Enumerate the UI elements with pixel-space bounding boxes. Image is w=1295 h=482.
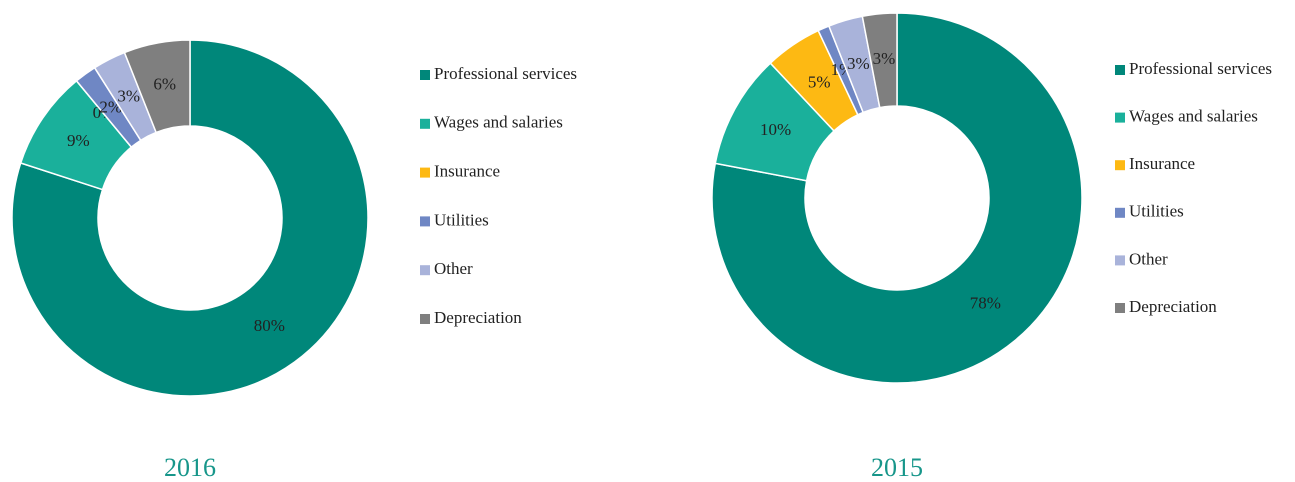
- legend-swatch: [1115, 65, 1125, 75]
- legend-swatch: [420, 216, 430, 227]
- legend-label: Wages and salaries: [434, 113, 563, 132]
- legend-label: Depreciation: [1129, 297, 1217, 316]
- legend-label: Other: [1129, 249, 1168, 268]
- legend-swatch: [1115, 160, 1125, 171]
- legend-label: Depreciation: [434, 308, 522, 327]
- data-label: 3%: [117, 87, 140, 106]
- data-label: 5%: [808, 72, 831, 91]
- legend-label: Other: [434, 259, 473, 278]
- legend-swatch: [420, 167, 430, 178]
- donut-slice: [123, 39, 191, 134]
- data-label: 80%: [254, 316, 285, 335]
- legend-swatch: [420, 118, 430, 129]
- legend-swatch: [1115, 255, 1125, 266]
- donut-slice: [861, 12, 898, 109]
- data-label: 78%: [970, 294, 1001, 313]
- legend-swatch: [420, 70, 430, 80]
- data-label: 6%: [153, 74, 176, 93]
- legend-swatch: [1115, 303, 1125, 313]
- legend-swatch: [420, 265, 430, 276]
- data-label: 10%: [760, 120, 791, 139]
- legend-label: Professional services: [434, 64, 577, 83]
- data-label: 3%: [847, 54, 870, 73]
- donut-slice: [711, 12, 1083, 384]
- legend-swatch: [1115, 207, 1125, 218]
- legend-swatch: [1115, 112, 1125, 123]
- legend-label: Insurance: [434, 162, 500, 181]
- data-label: 9%: [67, 131, 90, 150]
- legend-label: Utilities: [1129, 202, 1184, 221]
- legend-label: Utilities: [434, 210, 489, 229]
- chart-title: 2016: [164, 453, 216, 482]
- legend-swatch: [420, 314, 430, 324]
- legend-label: Insurance: [1129, 154, 1195, 173]
- legend-label: Professional services: [1129, 59, 1272, 78]
- donut-slice: [11, 39, 369, 397]
- legend-label: Wages and salaries: [1129, 107, 1258, 126]
- data-label: 3%: [873, 49, 896, 68]
- chart-title: 2015: [871, 453, 923, 482]
